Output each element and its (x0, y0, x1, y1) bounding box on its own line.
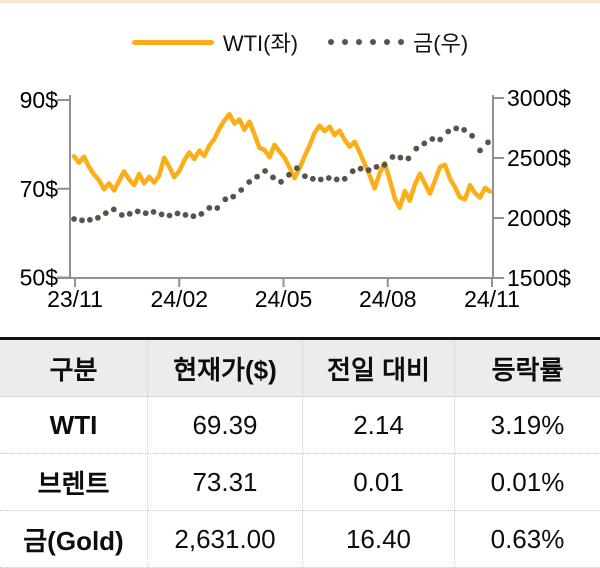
axis-tick-label: 1500$ (507, 265, 571, 291)
axis-tick-label: 24/02 (150, 286, 208, 312)
gold-series-dot (357, 165, 364, 172)
gold-series-dot (309, 175, 316, 182)
gold-series-dot (429, 136, 436, 142)
gold-series-dot (102, 210, 109, 217)
gold-series-dot (286, 171, 292, 178)
row-gold-pct: 0.63% (455, 511, 600, 568)
gold-series-dot (294, 165, 300, 172)
gold-series-dot (158, 211, 165, 218)
gold-series-dot (126, 210, 133, 217)
wti-line-swatch (131, 39, 214, 45)
row-brent-pct: 0.01% (455, 454, 600, 511)
gold-series-dot (405, 155, 412, 162)
col-header-category: 구분 (0, 340, 148, 397)
gold-dots-swatch (328, 39, 405, 45)
axis-tick-label: 24/05 (255, 286, 313, 312)
gold-series-dot (110, 206, 117, 213)
axis-tick-label: 90$ (20, 87, 59, 113)
axis-tick-label: 23/11 (47, 286, 103, 312)
gold-series-dot (413, 145, 420, 152)
gold-series-dot (270, 174, 276, 181)
row-brent-change: 0.01 (303, 454, 455, 511)
gold-series-dot (182, 212, 189, 218)
gold-series-dot (302, 173, 308, 180)
gold-series-dot (333, 176, 340, 183)
gold-series-dot (246, 179, 253, 185)
gold-series-dot (262, 168, 268, 174)
row-wti-change: 2.14 (303, 397, 455, 454)
gold-series-dot (198, 211, 205, 217)
axis-tick-label: 24/11 (464, 286, 520, 312)
gold-series-dot (317, 176, 324, 183)
row-brent-label: 브렌트 (0, 454, 148, 511)
gold-series-dot (79, 217, 85, 224)
axis-tick-label: 2000$ (507, 205, 571, 231)
gold-series-dot (477, 147, 483, 154)
gold-series-dot (373, 164, 380, 170)
row-wti-pct: 3.19% (455, 397, 600, 454)
gold-series-dot (453, 125, 460, 132)
row-gold-price: 2,631.00 (148, 511, 303, 568)
gold-series-dot (421, 140, 428, 147)
gold-series-dot (254, 173, 260, 180)
gold-series-dot (485, 139, 491, 146)
gold-series-dot (381, 161, 388, 168)
axis-tick-label: 3000$ (507, 85, 571, 111)
price-table: 구분 현재가($) 전일 대비 등락률 WTI 69.39 2.14 3.19%… (0, 337, 600, 568)
row-wti-label: WTI (0, 397, 148, 454)
gold-series-dot (397, 154, 404, 161)
gold-series-dot (142, 210, 149, 217)
legend-label-wti: WTI(좌) (222, 31, 299, 56)
legend-label-gold: 금(우) (413, 31, 469, 56)
gold-series-dot (87, 216, 93, 223)
gold-series-dot (365, 167, 372, 174)
gold-series-dot (238, 187, 245, 193)
gold-series-dot (222, 196, 229, 203)
row-gold-change: 16.40 (303, 511, 455, 568)
gold-series-dot (445, 128, 452, 135)
gold-series-dot (206, 205, 213, 211)
row-wti-price: 69.39 (148, 397, 303, 454)
gold-series-dot (166, 212, 173, 219)
gold-series-dot (469, 132, 475, 139)
gold-series-dot (174, 210, 181, 217)
gold-series-dot (190, 213, 197, 220)
gold-series-dot (325, 175, 332, 181)
axis-tick-label: 2500$ (507, 145, 571, 171)
gold-series-dot (349, 168, 356, 175)
row-brent-price: 73.31 (148, 454, 303, 511)
gold-series-dot (118, 212, 125, 218)
col-header-change: 전일 대비 (303, 340, 455, 397)
gold-series-dot (134, 208, 141, 215)
gold-series-dot (278, 178, 284, 185)
gold-series-dot (437, 136, 444, 143)
col-header-pct: 등락률 (455, 340, 600, 397)
gold-series-dot (150, 209, 157, 215)
chart-legend: WTI(좌) 금(우) (0, 24, 600, 60)
gold-series-dot (230, 193, 237, 200)
gold-series-dot (461, 126, 467, 133)
wti-series-line (71, 111, 493, 211)
gold-series-dot (214, 205, 221, 211)
row-gold-label: 금(Gold) (0, 511, 148, 568)
top-accent-strip (0, 0, 600, 3)
gold-series-dot (389, 154, 396, 160)
gold-series-dot (341, 175, 348, 182)
col-header-price: 현재가($) (148, 340, 303, 397)
axis-tick-label: 70$ (20, 176, 59, 202)
axis-tick-label: 50$ (20, 265, 59, 291)
gold-series-dot (95, 214, 101, 221)
axis-tick-label: 24/08 (359, 286, 417, 312)
gold-series-dot (71, 216, 77, 222)
price-chart-svg: 90$ 70$ 50$ 3000$ 2500$ 2000$ 1500$ 23/11 24/02 2… (20, 85, 572, 312)
